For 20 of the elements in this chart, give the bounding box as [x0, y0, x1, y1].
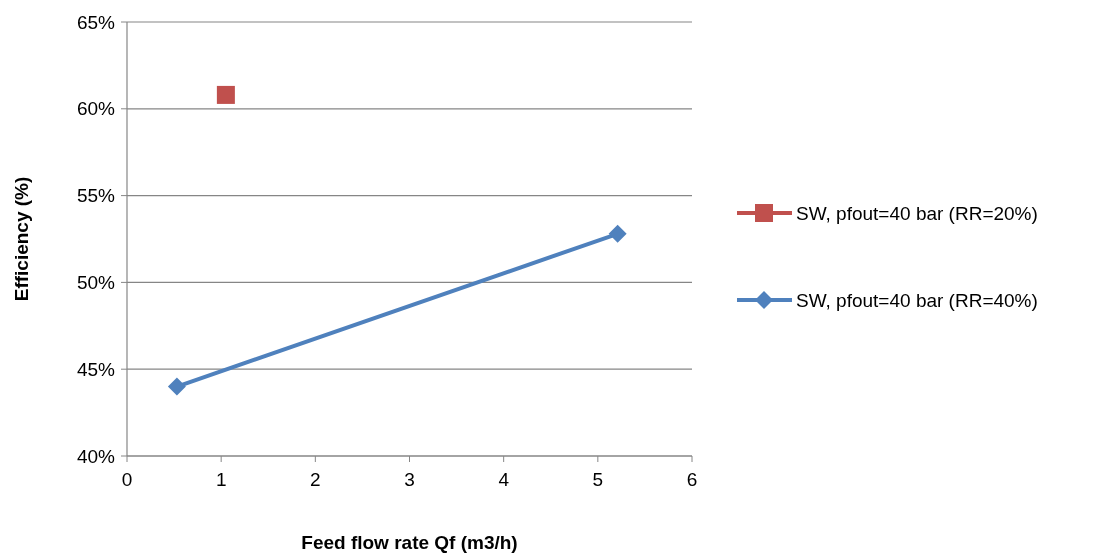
x-tick-label: 2 — [310, 469, 321, 490]
y-tick-label: 45% — [76, 358, 116, 380]
y-tick-label: 60% — [76, 98, 116, 120]
y-axis-title: Efficiency (%) — [11, 176, 32, 302]
y-tick-label: 50% — [76, 272, 116, 294]
legend-label: SW, pfout=40 bar (RR=40%) — [796, 289, 1038, 311]
x-tick-label: 6 — [686, 469, 698, 490]
y-tick-label: 65% — [76, 11, 116, 33]
x-axis-title: Feed flow rate Qf (m3/h) — [301, 532, 518, 553]
y-tick-label: 40% — [76, 445, 116, 467]
y-tick-label: 55% — [76, 185, 116, 207]
x-tick-label: 3 — [404, 469, 415, 490]
point — [608, 224, 627, 243]
x-tick-label: 4 — [498, 469, 510, 490]
x-tick-label: 0 — [121, 469, 133, 490]
point — [167, 377, 186, 396]
x-tick-label: 1 — [215, 469, 227, 490]
x-tick-label: 5 — [592, 469, 604, 490]
point — [216, 85, 235, 104]
legend-label: SW, pfout=40 bar (RR=20%) — [796, 202, 1038, 224]
